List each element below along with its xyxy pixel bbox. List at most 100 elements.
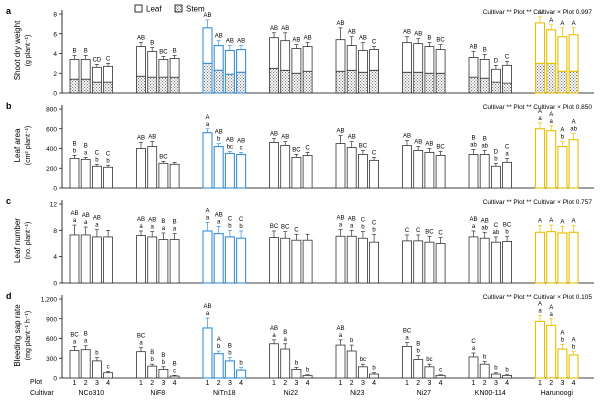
- significance-letter: AB: [270, 326, 278, 332]
- panel-c: c Leaf number (no. plant⁻¹) 0 4 8 12 Cultivar *…: [6, 196, 594, 288]
- significance-letter: B: [283, 330, 287, 336]
- significance-letter: D: [494, 149, 499, 155]
- significance-letter: A: [560, 330, 564, 336]
- significance-letter: a: [272, 333, 276, 339]
- plot-tick-label: 4: [505, 380, 509, 387]
- bar: [236, 369, 247, 379]
- bar: [136, 148, 146, 189]
- bar: [269, 142, 279, 189]
- bar: [557, 145, 568, 189]
- bar-leaf: [568, 34, 579, 72]
- significance-letter: a: [73, 339, 77, 345]
- bar-stem: [402, 71, 412, 94]
- bar: [335, 235, 346, 284]
- significance-letter: b: [372, 366, 376, 372]
- bar: [169, 163, 180, 189]
- plot-tick-label: 3: [361, 380, 365, 387]
- significance-letter: B: [427, 36, 431, 42]
- bar: [147, 146, 158, 189]
- cultivar-label: Harunoogi: [541, 390, 574, 397]
- bar: [202, 327, 213, 379]
- significance-letter: BC: [281, 225, 290, 231]
- significance-letter: AB: [304, 36, 312, 42]
- significance-letter: BC: [159, 49, 168, 55]
- significance-letter: b: [228, 223, 232, 229]
- significance-letter: AB: [270, 132, 278, 138]
- bar-leaf: [502, 64, 513, 84]
- significance-letter: a: [84, 339, 88, 345]
- bar: [424, 241, 435, 284]
- bar: [502, 241, 513, 284]
- significance-letter: a: [84, 220, 88, 226]
- bar-leaf: [202, 27, 213, 64]
- bar-stem: [534, 62, 546, 94]
- significance-letter: AB: [137, 136, 145, 142]
- significance-letter: BC: [70, 332, 79, 338]
- bar-stem: [103, 81, 113, 94]
- bar-leaf: [302, 46, 313, 72]
- significance-letter: a: [73, 218, 77, 224]
- plot-tick-label: 4: [173, 380, 177, 387]
- significance-letter: A: [538, 219, 542, 225]
- bar-leaf: [402, 42, 412, 73]
- bar-leaf: [468, 57, 479, 78]
- significance-letter: B: [150, 41, 154, 47]
- bar: [413, 240, 424, 284]
- bar: [346, 235, 357, 284]
- bar: [413, 150, 424, 189]
- bar-stem: [502, 82, 513, 94]
- significance-letter: A: [549, 112, 553, 118]
- y-tick-label: 0: [53, 91, 57, 98]
- bar: [103, 372, 113, 379]
- significance-letter: b: [217, 137, 221, 143]
- bar: [92, 236, 102, 284]
- bar: [80, 234, 91, 284]
- bar-stem: [557, 70, 568, 94]
- bar-leaf: [435, 49, 446, 74]
- bar-stem: [302, 70, 313, 94]
- plot-tick-label: 4: [572, 380, 576, 387]
- bar: [424, 366, 435, 379]
- bar: [346, 350, 357, 379]
- significance-letter: B: [84, 48, 88, 54]
- bar: [302, 155, 313, 189]
- significance-letter: CD: [93, 57, 102, 63]
- panel-letter: d: [6, 291, 12, 301]
- significance-letter: a: [206, 311, 210, 317]
- legend-label-stem: Stem: [186, 5, 205, 14]
- plot-tick-label: 1: [206, 380, 210, 387]
- significance-letter: A: [572, 219, 576, 225]
- bar-stem: [490, 81, 501, 94]
- bar-stem: [291, 72, 302, 94]
- significance-letter: AB: [336, 216, 344, 222]
- bar-leaf: [413, 43, 424, 73]
- y-axis-label: Leaf number: [13, 218, 22, 263]
- y-axis-label: Leaf area: [13, 128, 22, 162]
- plot-tick-label: 3: [494, 380, 498, 387]
- bar: [479, 237, 490, 284]
- significance-letter: c: [173, 368, 176, 374]
- significance-letter: AB: [237, 39, 245, 45]
- significance-letter: a: [206, 122, 210, 128]
- bar: [147, 365, 158, 379]
- significance-letter: A: [549, 305, 553, 311]
- significance-letter: b: [350, 338, 354, 344]
- stats-annotation: Cultivar ** Plot ** Cultivar × Plot 0.99…: [483, 9, 593, 16]
- significance-letter: AB: [292, 38, 300, 44]
- significance-letter: b: [483, 355, 487, 361]
- significance-letter: BC: [359, 143, 368, 149]
- plot-tick-label: 4: [306, 380, 310, 387]
- significance-letter: BC: [403, 328, 412, 334]
- significance-letter: A: [560, 128, 564, 134]
- bar: [69, 234, 80, 284]
- bar-stem: [413, 71, 424, 94]
- significance-letter: AB: [481, 218, 489, 224]
- bar: [546, 231, 557, 284]
- bar-stem: [269, 67, 279, 94]
- significance-letter: A: [538, 10, 542, 16]
- significance-letter: a: [151, 225, 155, 231]
